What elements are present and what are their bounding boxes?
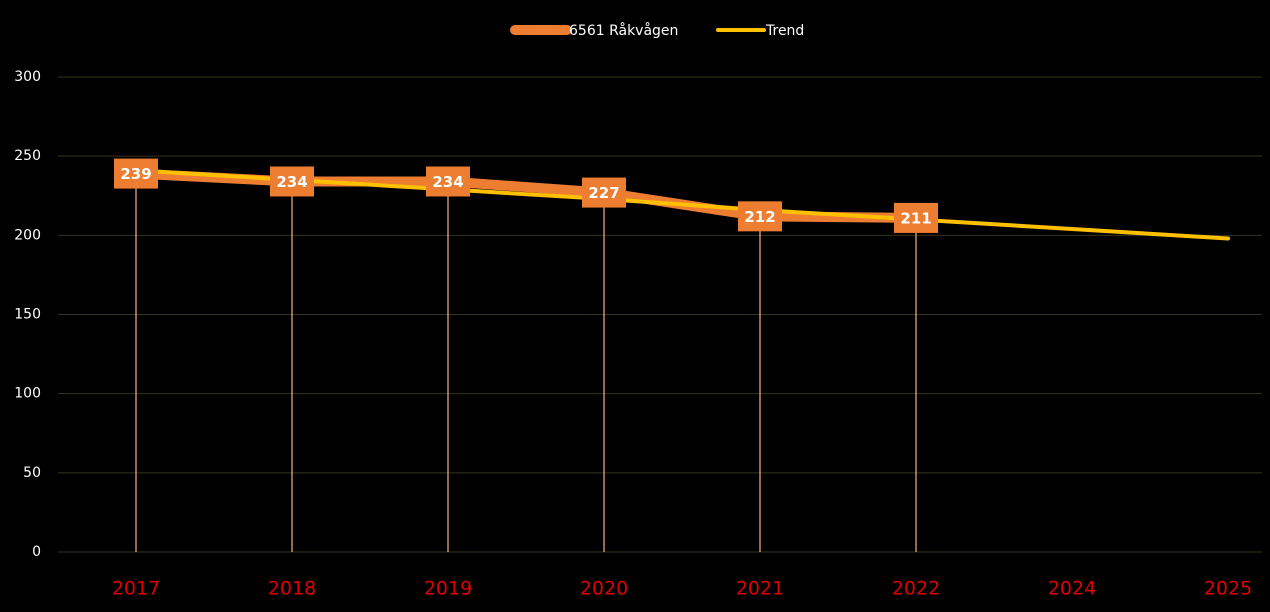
data-label: 234 xyxy=(432,173,463,191)
legend-label: Trend xyxy=(765,23,804,39)
x-tick-label: 2017 xyxy=(112,578,160,600)
data-label-box xyxy=(426,166,470,197)
data-label-box xyxy=(582,177,626,208)
data-label: 227 xyxy=(588,184,619,202)
y-tick-label: 100 xyxy=(14,386,41,402)
x-tick-label: 2025 xyxy=(1204,578,1252,600)
data-label-box xyxy=(894,202,938,233)
y-tick-label: 0 xyxy=(32,544,41,560)
y-tick-label: 200 xyxy=(14,227,41,243)
data-label-box xyxy=(270,166,314,197)
data-label-box xyxy=(738,201,782,232)
y-tick-label: 300 xyxy=(14,69,41,85)
legend-label: 6561 Råkvågen xyxy=(569,22,678,39)
x-tick-label: 2022 xyxy=(892,578,940,600)
y-tick-label: 50 xyxy=(23,465,41,481)
y-tick-label: 250 xyxy=(14,148,41,164)
x-tick-label: 2019 xyxy=(424,578,472,600)
series-line xyxy=(134,168,1230,241)
x-tick-label: 2021 xyxy=(736,578,784,600)
data-label: 239 xyxy=(120,165,151,183)
y-tick-label: 150 xyxy=(14,307,41,323)
data-label: 211 xyxy=(900,209,931,227)
x-tick-label: 2020 xyxy=(580,578,628,600)
data-label-box xyxy=(114,158,158,189)
x-tick-label: 2024 xyxy=(1048,578,1096,600)
data-label: 234 xyxy=(276,173,307,191)
x-tick-label: 2018 xyxy=(268,578,316,600)
data-label: 212 xyxy=(744,208,775,226)
